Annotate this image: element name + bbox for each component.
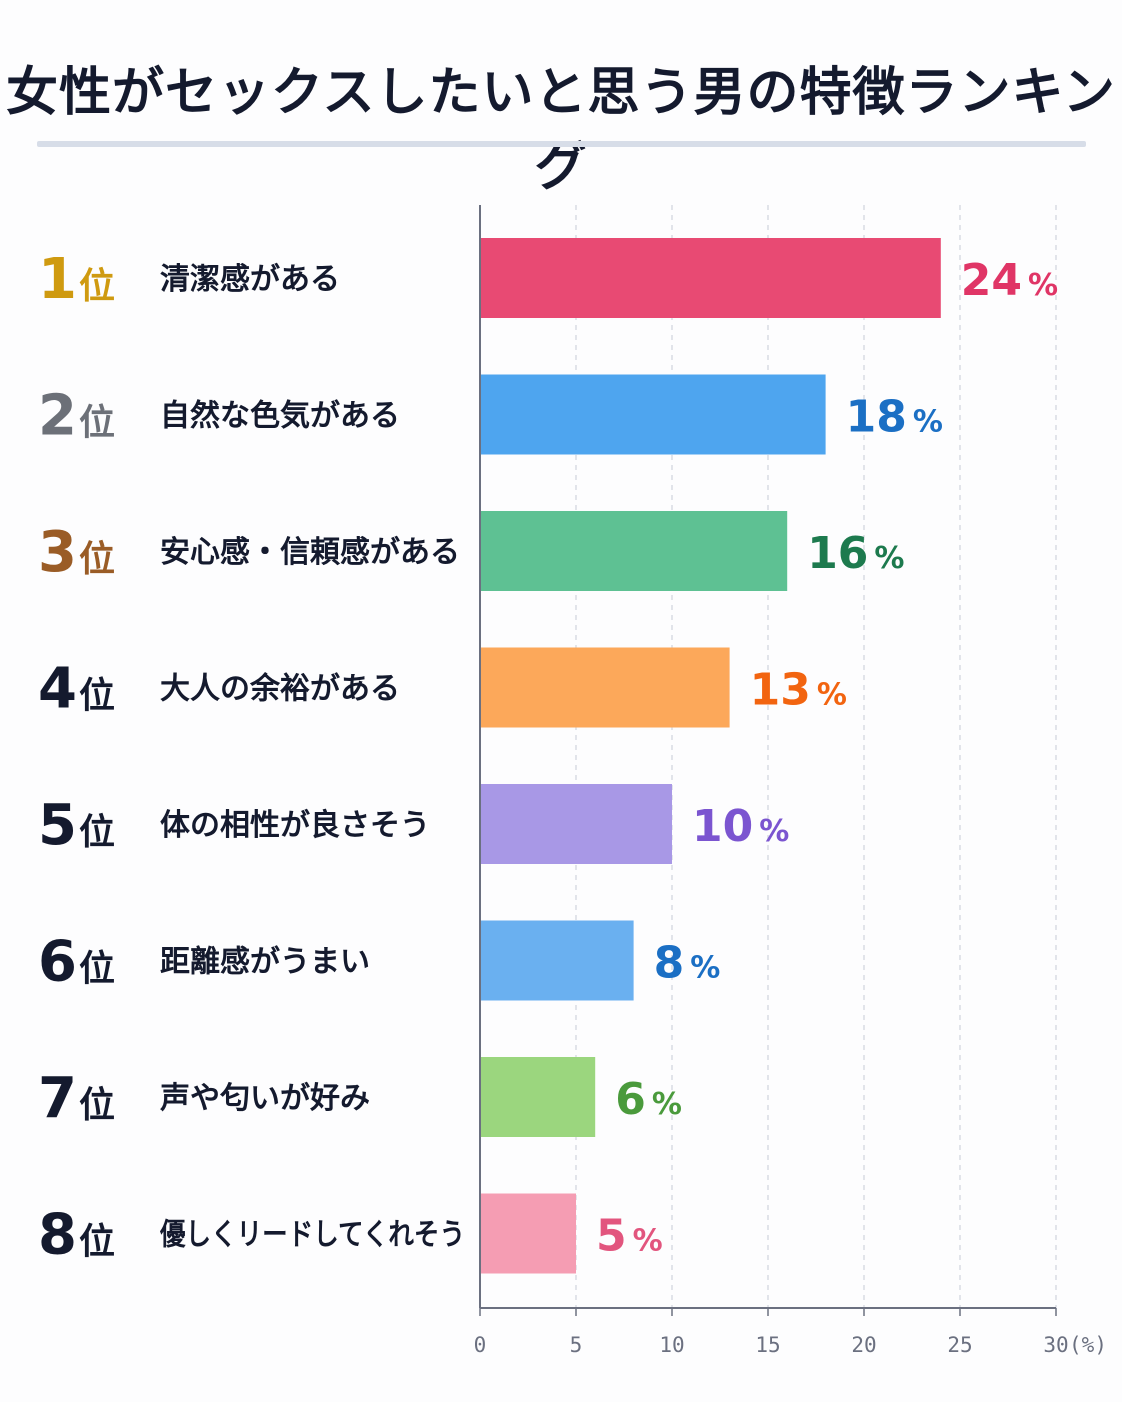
rank-label: 6位 xyxy=(38,930,115,995)
value-number: 13 xyxy=(750,665,811,716)
bar xyxy=(481,511,788,591)
value-unit: % xyxy=(1028,268,1058,303)
value-number: 6 xyxy=(615,1074,646,1125)
value-label: 24% xyxy=(961,255,1058,306)
x-axis: 0 5 10 15 20 25 30 (%) xyxy=(474,205,1107,1357)
rank-suffix: 位 xyxy=(79,1085,115,1126)
x-tick-label: 20 xyxy=(851,1333,876,1357)
value-unit: % xyxy=(817,678,847,713)
value-number: 18 xyxy=(846,392,907,443)
rank-suffix: 位 xyxy=(79,403,115,444)
value-unit: % xyxy=(874,541,904,576)
rank-suffix: 位 xyxy=(79,1222,115,1263)
value-unit: % xyxy=(633,1224,663,1259)
rank-number: 1 xyxy=(38,247,77,312)
rank-suffix: 位 xyxy=(79,676,115,717)
value-label: 13% xyxy=(750,665,847,716)
rank-label: 1位 xyxy=(38,247,115,312)
title-divider xyxy=(37,141,1086,147)
bar xyxy=(481,238,941,318)
value-unit: % xyxy=(759,814,789,849)
value-number: 5 xyxy=(596,1211,627,1262)
value-unit: % xyxy=(913,405,943,440)
bar xyxy=(481,920,634,1001)
value-label: 18% xyxy=(846,392,943,443)
rank-label: 4位 xyxy=(38,657,115,722)
x-tick-label: 15 xyxy=(755,1333,780,1357)
rank-suffix: 位 xyxy=(79,949,115,990)
rank-number: 7 xyxy=(38,1066,77,1131)
rank-number: 2 xyxy=(38,384,77,449)
x-tick-label: 10 xyxy=(659,1333,684,1357)
chart-title: 女性がセックスしたいと思う男の特徴ランキング xyxy=(6,63,1116,198)
value-unit: % xyxy=(690,951,720,986)
x-tick-label: 0 xyxy=(474,1333,487,1357)
value-number: 8 xyxy=(654,938,685,989)
value-number: 10 xyxy=(692,801,753,852)
category-label: 安心感・信頼感がある xyxy=(160,535,460,570)
rank-suffix: 位 xyxy=(79,539,115,580)
rank-label: 7位 xyxy=(38,1066,115,1131)
x-axis-unit: (%) xyxy=(1069,1333,1107,1357)
value-label: 6% xyxy=(615,1074,682,1125)
x-tick-label: 30 xyxy=(1043,1333,1068,1357)
rank-suffix: 位 xyxy=(79,266,115,307)
category-label: 体の相性が良さそう xyxy=(160,808,430,843)
category-label: 距離感がうまい xyxy=(160,945,370,980)
rank-label: 3位 xyxy=(38,520,115,585)
category-label: 自然な色気がある xyxy=(160,399,400,434)
bar xyxy=(481,1057,596,1137)
bar xyxy=(481,784,672,864)
category-label: 清潔感がある xyxy=(160,262,340,297)
rank-number: 6 xyxy=(38,930,77,995)
rank-number: 3 xyxy=(38,520,77,585)
rank-number: 4 xyxy=(38,657,77,722)
value-label: 5% xyxy=(596,1211,663,1262)
rank-label: 5位 xyxy=(38,793,115,858)
rank-label: 8位 xyxy=(38,1203,115,1268)
category-label: 声や匂いが好み xyxy=(160,1081,370,1116)
value-number: 16 xyxy=(807,528,868,579)
value-unit: % xyxy=(652,1087,682,1122)
bar xyxy=(481,374,826,455)
value-label: 8% xyxy=(654,938,721,989)
x-tick-label: 25 xyxy=(947,1333,972,1357)
rank-number: 8 xyxy=(38,1203,77,1268)
category-label: 優しくリードしてくれそう xyxy=(159,1218,465,1253)
bars xyxy=(481,238,941,1274)
bar xyxy=(481,1193,576,1274)
rank-number: 5 xyxy=(38,793,77,858)
x-tick-label: 5 xyxy=(570,1333,583,1357)
rank-label: 2位 xyxy=(38,384,115,449)
rank-suffix: 位 xyxy=(79,812,115,853)
value-label: 10% xyxy=(692,801,789,852)
value-label: 16% xyxy=(807,528,904,579)
gridlines xyxy=(575,205,1057,1308)
value-number: 24 xyxy=(961,255,1022,306)
category-label: 大人の余裕がある xyxy=(160,672,400,707)
bar xyxy=(481,647,730,728)
